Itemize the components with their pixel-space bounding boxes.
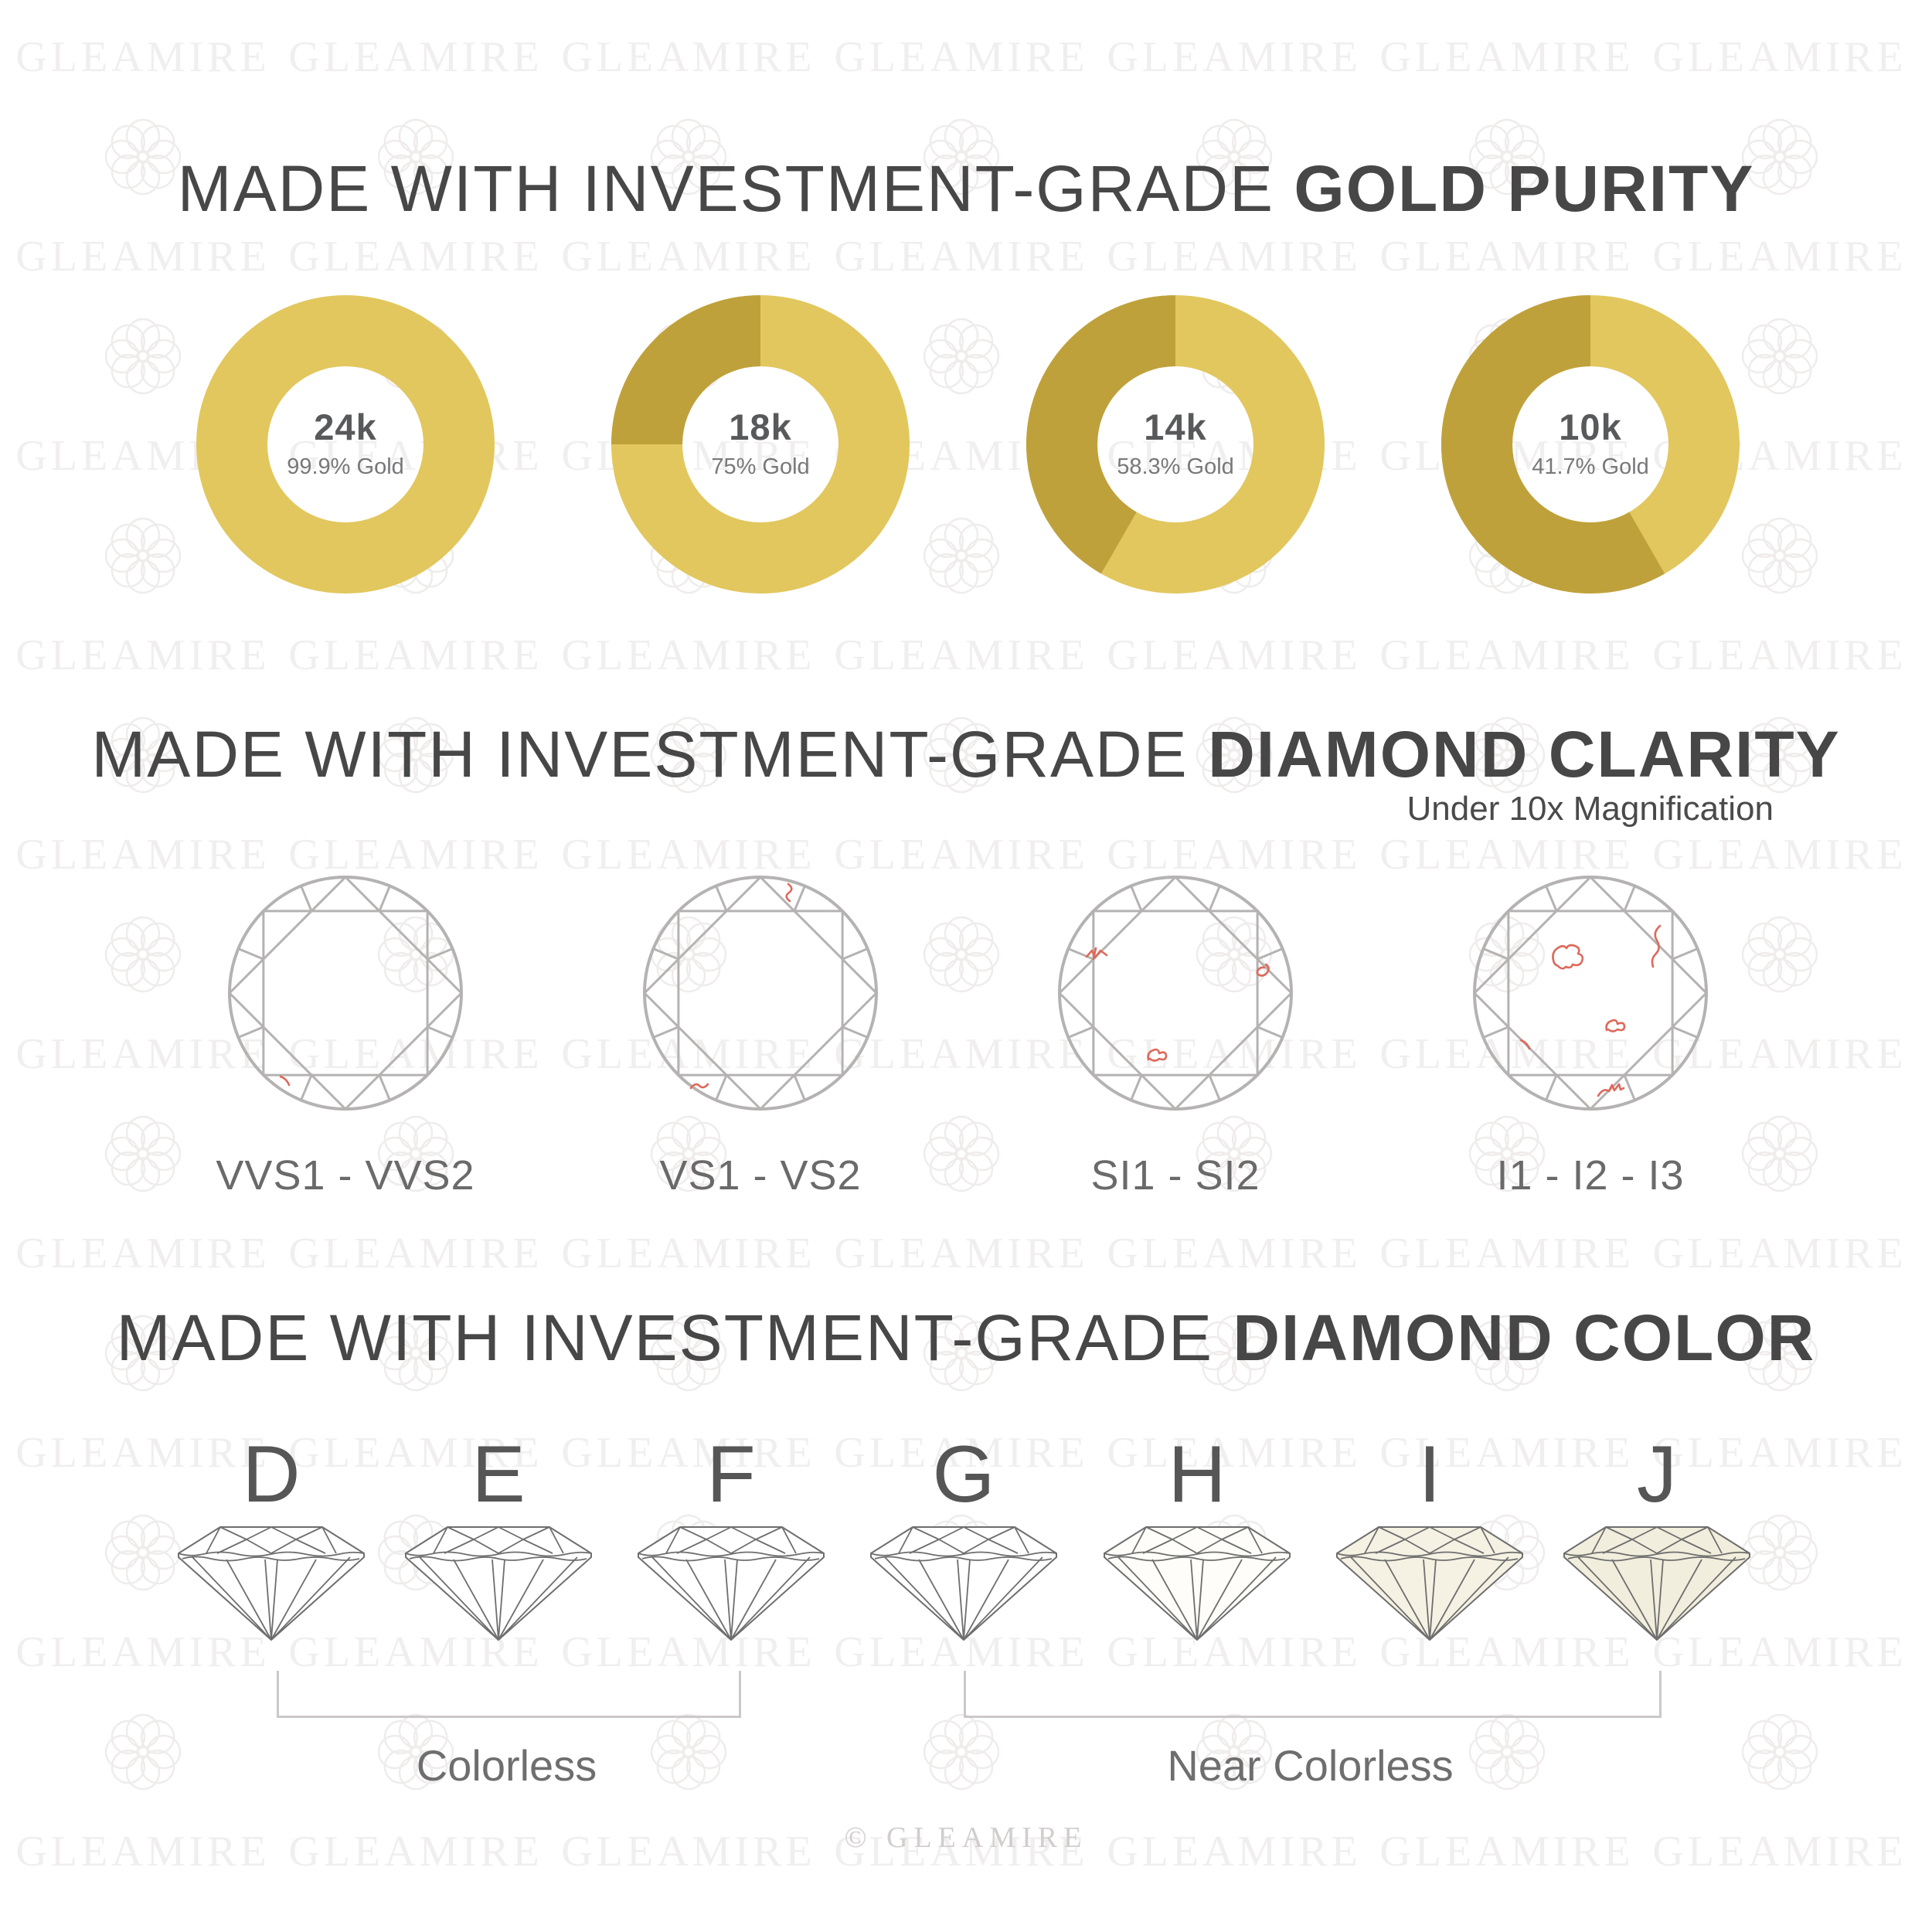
diamond-side-view-j [1563,1526,1750,1641]
title-bold: DIAMOND CLARITY [1208,718,1841,791]
diamond-side-view-f [638,1526,825,1641]
purity-value: 75% Gold [711,454,810,480]
colorless-label: Colorless [416,1741,597,1790]
diamond-side-view-h [1104,1526,1291,1641]
color-grade-letter-d: D [242,1430,301,1519]
clarity-grade-label: VVS1 - VVS2 [216,1152,475,1199]
clarity-diagram-vvs [227,875,464,1111]
diamond-color-title: MADE WITH INVESTMENT-GRADE DIAMOND COLOR [0,1301,1932,1376]
donut-chart-18k [611,295,910,594]
title-regular: MADE WITH INVESTMENT-GRADE [91,718,1189,791]
clarity-grade-label: I1 - I2 - I3 [1496,1152,1685,1199]
title-regular: MADE WITH INVESTMENT-GRADE [177,152,1275,225]
title-regular: MADE WITH INVESTMENT-GRADE [116,1301,1214,1374]
colorless-bracket [277,1671,741,1718]
donut-center-label: 24k 99.9% Gold [287,406,404,480]
donut-chart-10k [1441,295,1740,594]
karat-value: 14k [1144,406,1207,448]
karat-value: 10k [1559,406,1622,448]
donut-center-label: 10k 41.7% Gold [1532,406,1649,480]
color-grade-letter-e: E [471,1430,526,1519]
title-bold: GOLD PURITY [1294,152,1755,225]
magnification-note: Under 10x Magnification [1406,790,1774,828]
donut-center-label: 18k 75% Gold [711,406,809,480]
purity-value: 99.9% Gold [287,454,404,480]
donut-10k: 10k 41.7% Gold [1440,294,1741,595]
gold-purity-title: MADE WITH INVESTMENT-GRADE GOLD PURITY [0,151,1932,226]
near-colorless-bracket [964,1671,1662,1718]
diamond-clarity-title: MADE WITH INVESTMENT-GRADE DIAMOND CLARI… [0,717,1932,792]
color-grade-letter-f: F [706,1430,756,1519]
diamond-side-view-d [178,1526,365,1641]
karat-value: 18k [729,406,792,448]
color-grade-letter-j: J [1637,1430,1677,1519]
color-grade-letter-i: I [1418,1430,1441,1519]
karat-value: 24k [314,406,377,448]
donut-chart-14k [1026,295,1325,594]
clarity-diagram-vs [642,875,879,1111]
clarity-grade-label: SI1 - SI2 [1090,1152,1260,1199]
copyright-brand: © GLEAMIRE [844,1821,1088,1854]
purity-value: 58.3% Gold [1117,454,1234,480]
donut-24k: 24k 99.9% Gold [195,294,496,595]
diamond-side-view-g [870,1526,1057,1641]
color-grade-letter-h: H [1168,1430,1226,1519]
purity-value: 41.7% Gold [1532,454,1649,480]
near-colorless-label: Near Colorless [1167,1741,1454,1790]
donut-18k: 18k 75% Gold [610,294,911,595]
clarity-diagram-i [1472,875,1709,1111]
donut-chart-24k [196,295,495,594]
diamond-side-view-e [405,1526,592,1641]
donut-center-label: 14k 58.3% Gold [1117,406,1234,480]
clarity-diagram-si [1057,875,1294,1111]
clarity-grade-label: VS1 - VS2 [659,1152,862,1199]
diamond-side-view-i [1336,1526,1523,1641]
title-bold: DIAMOND COLOR [1233,1301,1816,1374]
color-grade-letter-g: G [932,1430,995,1519]
donut-14k: 14k 58.3% Gold [1025,294,1326,595]
